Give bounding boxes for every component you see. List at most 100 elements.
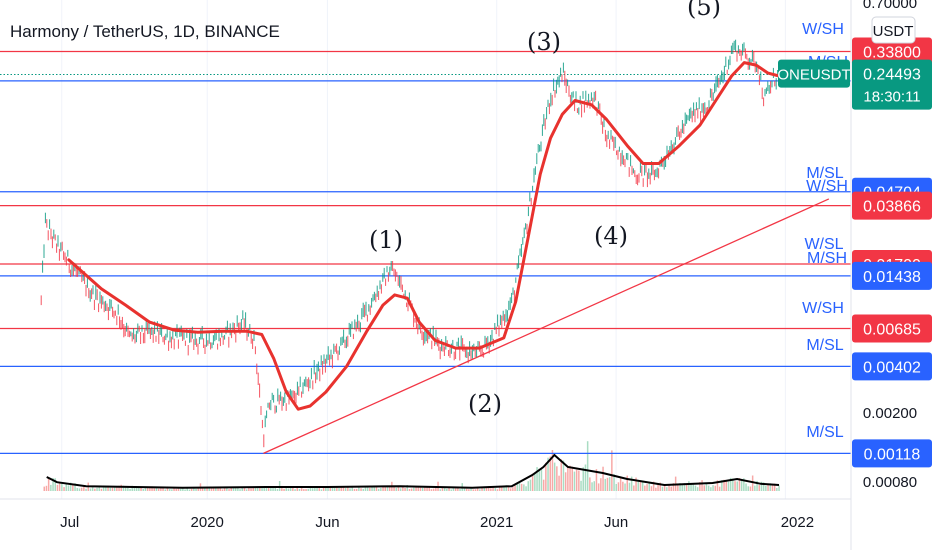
volume-bar	[558, 475, 560, 491]
volume-bar	[597, 483, 600, 491]
volume-bar	[78, 488, 81, 491]
volume-bar	[322, 486, 325, 491]
x-tick-label: 2020	[191, 514, 224, 531]
volume-bar	[232, 486, 235, 491]
volume-bar	[61, 482, 63, 491]
volume-bar	[318, 486, 320, 491]
wave-label: (3)	[527, 28, 561, 56]
volume-bar	[360, 488, 362, 491]
volume-bar	[639, 481, 642, 491]
wave-label: (5)	[687, 0, 721, 21]
volume-bar	[472, 489, 474, 491]
volume-bar	[274, 487, 276, 491]
volume-bar	[188, 489, 191, 491]
volume-bar	[377, 488, 380, 491]
volume-bar	[69, 482, 72, 491]
volume-bar	[83, 485, 85, 491]
currency-button-box[interactable]	[871, 16, 916, 44]
volume-bar	[404, 488, 406, 491]
volume-bar	[465, 488, 468, 491]
volume-bar	[699, 482, 701, 491]
wave-label: (2)	[468, 390, 502, 418]
volume-bar	[94, 488, 96, 491]
volume-bar	[397, 486, 400, 491]
volume-bar	[85, 488, 87, 491]
volume-bar	[171, 489, 173, 491]
x-tick-label: 2021	[480, 514, 513, 531]
svg-text:0.01438: 0.01438	[863, 269, 921, 286]
volume-bar	[382, 485, 384, 491]
volume-bar	[96, 487, 98, 491]
price-axis[interactable]: 0.338000.224030.047040.038660.017000.014…	[777, 0, 932, 491]
volume-bar	[74, 483, 76, 491]
volume-bar	[208, 488, 210, 491]
volume-bar	[463, 487, 466, 491]
volume-bar	[129, 488, 131, 491]
volume-bar	[241, 486, 243, 491]
currency-label: USDT	[873, 23, 914, 40]
zone-label: M/SH	[807, 250, 847, 267]
volume-bar	[366, 486, 369, 491]
volume-bar	[652, 481, 655, 491]
volume-bar	[571, 466, 573, 491]
y-tick-label: 0.00200	[863, 405, 917, 422]
volume-bar	[204, 487, 206, 491]
volume-bar	[388, 486, 391, 491]
volume-bar	[193, 486, 195, 491]
horizontal-levels	[0, 50, 851, 455]
volume-bar	[281, 485, 283, 491]
volume-bar	[50, 484, 52, 491]
grid	[61, 0, 786, 499]
currency-button[interactable]: USDT	[871, 16, 916, 44]
volume-bar	[646, 484, 648, 491]
trendline	[263, 198, 830, 454]
countdown: 18:30:11	[863, 89, 920, 106]
volume-bar	[503, 487, 505, 491]
volume-bar	[707, 485, 710, 491]
symbol-tag: ONEUSDT	[777, 59, 851, 88]
volume-bar	[663, 485, 666, 491]
volume-bar	[76, 488, 78, 491]
volume-bar	[56, 484, 59, 491]
volume-bar	[182, 488, 184, 491]
volume-bar	[245, 489, 248, 491]
volume-bar	[573, 471, 576, 491]
volume-bar	[716, 480, 719, 491]
volume-bar	[545, 462, 547, 491]
volume-bar	[289, 487, 292, 491]
volume-bar	[613, 474, 615, 491]
volume-bar	[43, 486, 45, 491]
volume-bar	[107, 485, 109, 491]
volume-bar	[523, 484, 525, 491]
volume-bar	[142, 489, 144, 491]
volume-bar	[644, 485, 646, 491]
volume-bar	[622, 481, 624, 491]
volume-bar	[375, 485, 378, 491]
volume-bar	[439, 489, 441, 491]
wave-label: (4)	[594, 222, 628, 250]
volume-bar	[421, 487, 424, 491]
volume-bar	[410, 488, 413, 491]
volume-bar	[496, 489, 499, 491]
volume-bar	[542, 479, 545, 491]
volume-bar	[767, 483, 769, 491]
svg-text:0.03866: 0.03866	[863, 199, 921, 216]
volume-bar	[507, 486, 510, 491]
volume-bar	[177, 488, 180, 491]
volume-bar	[98, 486, 100, 491]
volume-ma-line	[46, 453, 780, 489]
volume-bar	[259, 487, 261, 491]
volume-bar	[217, 488, 219, 491]
volume-bar	[338, 488, 340, 491]
volume-bar	[685, 484, 688, 491]
volume-bar	[624, 483, 626, 491]
volume-bar	[329, 486, 331, 491]
volume-bar	[344, 488, 347, 491]
zone-label: W/SL	[804, 236, 843, 253]
moving-average	[67, 61, 781, 411]
volume-bar	[703, 485, 705, 491]
volume-bar	[470, 488, 472, 491]
volume-bar	[738, 478, 741, 491]
volume-bar	[725, 481, 727, 491]
